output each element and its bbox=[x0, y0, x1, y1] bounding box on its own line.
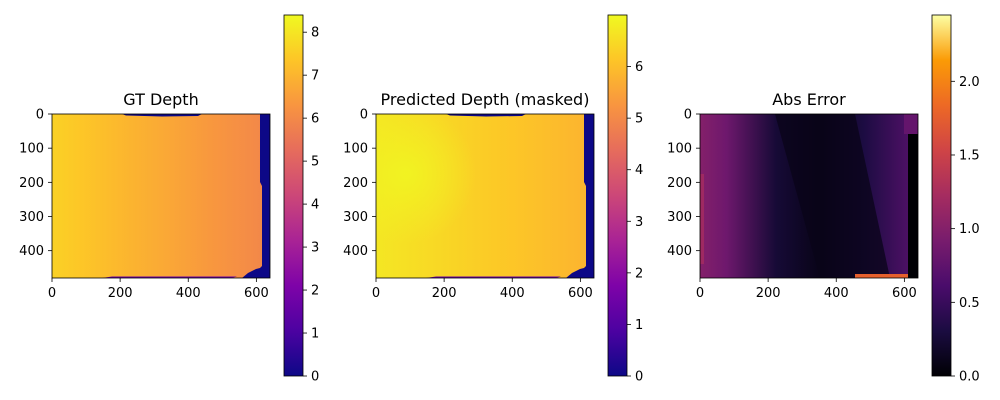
colorbar-tick-label: 6 bbox=[635, 60, 643, 75]
panel-1: GT Depth 0 200 400 600 0 100 200 300 400 0 1 2 3 4 5 6 7 8 bbox=[19, 14, 319, 385]
x-tick-label: 400 bbox=[500, 286, 525, 301]
x-tick-label: 200 bbox=[108, 286, 133, 301]
colorbar: 0.0 0.5 1.0 1.5 2.0 bbox=[931, 14, 980, 385]
x-tick-label: 200 bbox=[432, 286, 457, 301]
panel-2: Predicted Depth (masked)0 200 400 600010020… bbox=[343, 14, 643, 385]
y-tick-label: 400 bbox=[19, 244, 44, 259]
colorbar: 0 1 2 3 4 5 6 7 8 bbox=[283, 14, 319, 385]
y-tick-label: 100 bbox=[19, 142, 44, 157]
x-tick-label: 0 bbox=[48, 286, 56, 301]
colorbar-tick-label: 2 bbox=[311, 284, 319, 299]
y-tick-label: 300 bbox=[667, 210, 692, 225]
colorbar-tick-label: 0 bbox=[311, 370, 319, 385]
colorbar-tick-label: 3 bbox=[635, 215, 643, 230]
colorbar-tick-label: 3 bbox=[311, 241, 319, 256]
y-tick-label: 300 bbox=[19, 210, 44, 225]
colorbar-tick-label: 0 bbox=[635, 370, 643, 385]
colorbar-tick-label: 8 bbox=[311, 26, 319, 41]
colorbar-tick-label: 6 bbox=[311, 112, 319, 127]
colorbar-tick-label: 7 bbox=[311, 69, 319, 84]
colorbar-tick-label: 2.0 bbox=[959, 75, 980, 90]
x-tick-label: 600 bbox=[244, 286, 269, 301]
y-tick-label: 200 bbox=[343, 176, 368, 191]
x-tick-label: 600 bbox=[568, 286, 593, 301]
colorbar-tick-label: 1 bbox=[635, 318, 643, 333]
y-tick-label: 0 bbox=[36, 108, 44, 123]
chart-title: Predicted Depth (masked) bbox=[381, 90, 590, 109]
colorbar: 0 1 2 3 4 5 6 bbox=[607, 14, 643, 385]
colorbar-tick-label: 5 bbox=[635, 112, 643, 127]
y-tick-label: 100 bbox=[343, 142, 368, 157]
colorbar-tick-label: 2 bbox=[635, 266, 643, 281]
x-tick-label: 600 bbox=[892, 286, 917, 301]
y-tick-label: 0 bbox=[684, 108, 692, 123]
x-tick-label: 400 bbox=[176, 286, 201, 301]
heatmap-image bbox=[52, 114, 270, 278]
panel-3: Abs Error 0 200 400 600 0 100 200 300 400 0.0 0.5 1.… bbox=[667, 14, 980, 385]
colorbar-tick-label: 1 bbox=[311, 327, 319, 342]
y-tick-label: 200 bbox=[667, 176, 692, 191]
chart-title: Abs Error bbox=[772, 90, 846, 109]
colorbar-tick-label: 1.5 bbox=[959, 148, 980, 163]
x-tick-label: 400 bbox=[824, 286, 849, 301]
y-tick-label: 100 bbox=[667, 142, 692, 157]
colorbar-tick-label: 4 bbox=[635, 163, 643, 178]
chart-title: GT Depth bbox=[123, 90, 198, 109]
colorbar-tick-label: 5 bbox=[311, 155, 319, 170]
colorbar-tick-label: 0.5 bbox=[959, 296, 980, 311]
y-tick-label: 200 bbox=[19, 176, 44, 191]
y-tick-label: 400 bbox=[343, 244, 368, 259]
heatmap-image bbox=[700, 114, 918, 278]
heatmap-image bbox=[376, 114, 594, 278]
x-tick-label: 0 bbox=[372, 286, 380, 301]
colorbar-tick-label: 4 bbox=[311, 198, 319, 213]
y-tick-label: 400 bbox=[667, 244, 692, 259]
x-tick-label: 0 bbox=[696, 286, 704, 301]
colorbar-tick-label: 0.0 bbox=[959, 370, 980, 385]
y-tick-label: 0 bbox=[360, 108, 368, 123]
colorbar-tick-label: 1.0 bbox=[959, 222, 980, 237]
x-tick-label: 200 bbox=[756, 286, 781, 301]
y-tick-label: 300 bbox=[343, 210, 368, 225]
